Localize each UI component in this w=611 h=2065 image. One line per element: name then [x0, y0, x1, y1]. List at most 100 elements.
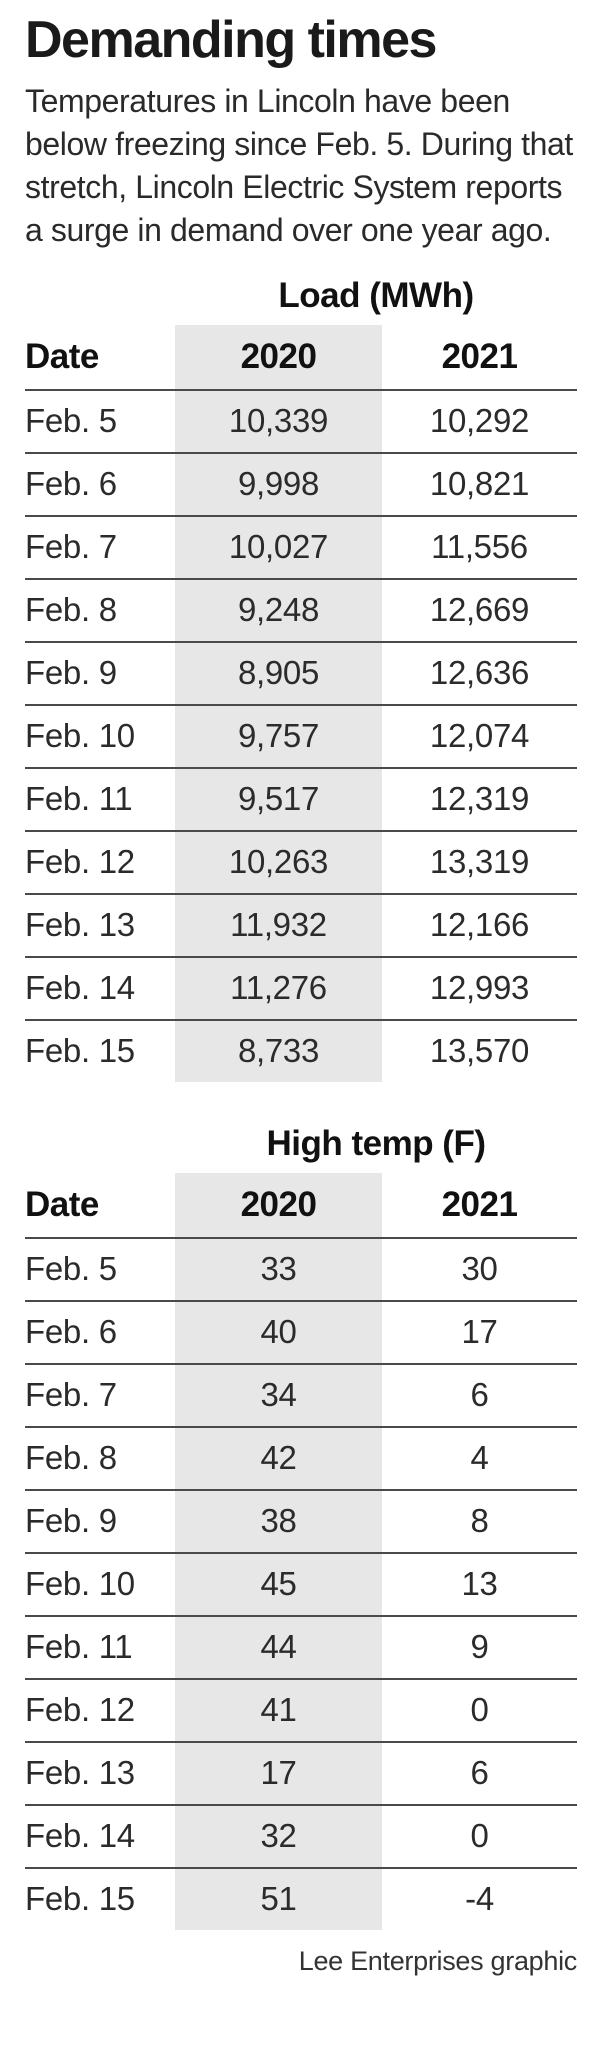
column-header: Date — [25, 336, 99, 376]
load-table-title: Load (MWh) — [278, 275, 474, 315]
date-cell: Feb. 13 — [25, 1754, 135, 1792]
table-row: Feb. 8 9,248 12,669 — [25, 577, 577, 641]
table-row: Feb. 15 51 -4 — [25, 1866, 577, 1930]
date-cell: Feb. 6 — [25, 1313, 117, 1351]
news-graphic: Demanding times Temperatures in Lincoln … — [25, 11, 578, 1976]
value-cell: 13,319 — [429, 843, 530, 881]
value-cell: 6 — [470, 1376, 489, 1414]
page-title: Demanding times — [25, 11, 437, 69]
value-cell: 44 — [260, 1628, 297, 1666]
value-cell: 12,074 — [429, 717, 530, 755]
column-header: Date — [25, 1184, 99, 1224]
highlight-band-2020 — [175, 324, 382, 1082]
value-cell: 10,821 — [429, 465, 530, 503]
value-cell: 51 — [260, 1880, 297, 1918]
value-cell: 9,517 — [237, 780, 320, 818]
date-cell: Feb. 12 — [25, 1691, 135, 1729]
date-cell: Feb. 8 — [25, 1439, 117, 1477]
value-cell: 32 — [260, 1817, 297, 1855]
date-cell: Feb. 7 — [25, 1376, 117, 1414]
value-cell: 11,276 — [230, 969, 327, 1007]
value-cell: 34 — [260, 1376, 297, 1414]
table-row: Feb. 9 38 8 — [25, 1488, 577, 1552]
value-cell: 12,993 — [429, 969, 530, 1007]
source-credit: Lee Enterprises graphic — [298, 1945, 578, 1976]
table-row: Feb. 10 45 13 — [25, 1551, 577, 1615]
table-row: Feb. 7 34 6 — [25, 1362, 577, 1426]
table-row: Feb. 14 32 0 — [25, 1803, 577, 1867]
table-row: Feb. 13 11,932 12,166 — [25, 892, 577, 956]
load-table: Date 2020 2021 Feb. 5 10,339 10,292 Feb. 6 9,99… — [25, 324, 577, 1082]
value-cell: 45 — [260, 1565, 297, 1603]
table-row: Feb. 10 9,757 12,074 — [25, 703, 577, 767]
date-cell: Feb. 14 — [25, 969, 135, 1007]
value-cell: 8,733 — [237, 1032, 320, 1070]
table-row: Feb. 13 17 6 — [25, 1740, 577, 1804]
value-cell: 11,556 — [431, 528, 528, 566]
temp-table: Date 2020 2021 Feb. 5 33 30 Feb. 6 40 17 Feb. 7 34… — [25, 1172, 577, 1930]
column-header: 2021 — [441, 336, 518, 376]
value-cell: 8,905 — [237, 654, 320, 692]
value-cell: 9,757 — [237, 717, 320, 755]
value-cell: 10,339 — [228, 402, 329, 440]
table-row: Feb. 6 40 17 — [25, 1299, 577, 1363]
date-cell: Feb. 9 — [25, 654, 117, 692]
column-header: 2020 — [240, 1184, 317, 1224]
date-cell: Feb. 15 — [25, 1032, 135, 1070]
value-cell: 6 — [470, 1754, 489, 1792]
date-cell: Feb. 5 — [25, 402, 117, 440]
value-cell: 12,669 — [429, 591, 530, 629]
column-header: 2020 — [240, 336, 317, 376]
date-cell: Feb. 14 — [25, 1817, 135, 1855]
highlight-band-2020 — [175, 1172, 382, 1930]
value-cell: 0 — [470, 1817, 489, 1855]
value-cell: 17 — [260, 1754, 297, 1792]
value-cell: 41 — [260, 1691, 297, 1729]
table-row: Feb. 11 44 9 — [25, 1614, 577, 1678]
value-cell: 9 — [470, 1628, 489, 1666]
value-cell: 33 — [260, 1250, 297, 1288]
table-header-row: Date 2020 2021 — [25, 325, 577, 389]
date-cell: Feb. 10 — [25, 717, 135, 755]
load-table-section: Load (MWh) Date 2020 2021 Feb. 5 10,339 10,29… — [25, 276, 577, 1082]
table-row: Feb. 12 41 0 — [25, 1677, 577, 1741]
value-cell: 10,263 — [228, 843, 329, 881]
intro-text: Temperatures in Lincoln have been below … — [25, 83, 573, 248]
value-cell: 9,998 — [237, 465, 320, 503]
value-cell: 11,932 — [230, 906, 327, 944]
value-cell: 0 — [470, 1691, 489, 1729]
table-row: Feb. 11 9,517 12,319 — [25, 766, 577, 830]
table-row: Feb. 8 42 4 — [25, 1425, 577, 1489]
value-cell: 17 — [461, 1313, 498, 1351]
column-header: 2021 — [441, 1184, 518, 1224]
table-row: Feb. 5 33 30 — [25, 1236, 577, 1300]
date-cell: Feb. 6 — [25, 465, 117, 503]
table-row: Feb. 6 9,998 10,821 — [25, 451, 577, 515]
value-cell: 13 — [461, 1565, 498, 1603]
temp-table-title: High temp (F) — [266, 1123, 486, 1163]
temp-table-section: High temp (F) Date 2020 2021 Feb. 5 33 30 Feb.… — [25, 1124, 577, 1930]
value-cell: 12,636 — [429, 654, 530, 692]
date-cell: Feb. 7 — [25, 528, 117, 566]
value-cell: -4 — [465, 1880, 494, 1918]
value-cell: 12,319 — [429, 780, 530, 818]
table-row: Feb. 15 8,733 13,570 — [25, 1018, 577, 1082]
date-cell: Feb. 5 — [25, 1250, 117, 1288]
value-cell: 10,292 — [429, 402, 530, 440]
date-cell: Feb. 13 — [25, 906, 135, 944]
value-cell: 8 — [470, 1502, 489, 1540]
value-cell: 40 — [260, 1313, 297, 1351]
date-cell: Feb. 15 — [25, 1880, 135, 1918]
date-cell: Feb. 12 — [25, 843, 135, 881]
table-row: Feb. 9 8,905 12,636 — [25, 640, 577, 704]
value-cell: 12,166 — [429, 906, 530, 944]
date-cell: Feb. 10 — [25, 1565, 135, 1603]
date-cell: Feb. 9 — [25, 1502, 117, 1540]
value-cell: 10,027 — [228, 528, 329, 566]
date-cell: Feb. 8 — [25, 591, 117, 629]
table-row: Feb. 5 10,339 10,292 — [25, 388, 577, 452]
value-cell: 9,248 — [237, 591, 320, 629]
date-cell: Feb. 11 — [25, 780, 133, 818]
value-cell: 4 — [470, 1439, 489, 1477]
value-cell: 42 — [260, 1439, 297, 1477]
